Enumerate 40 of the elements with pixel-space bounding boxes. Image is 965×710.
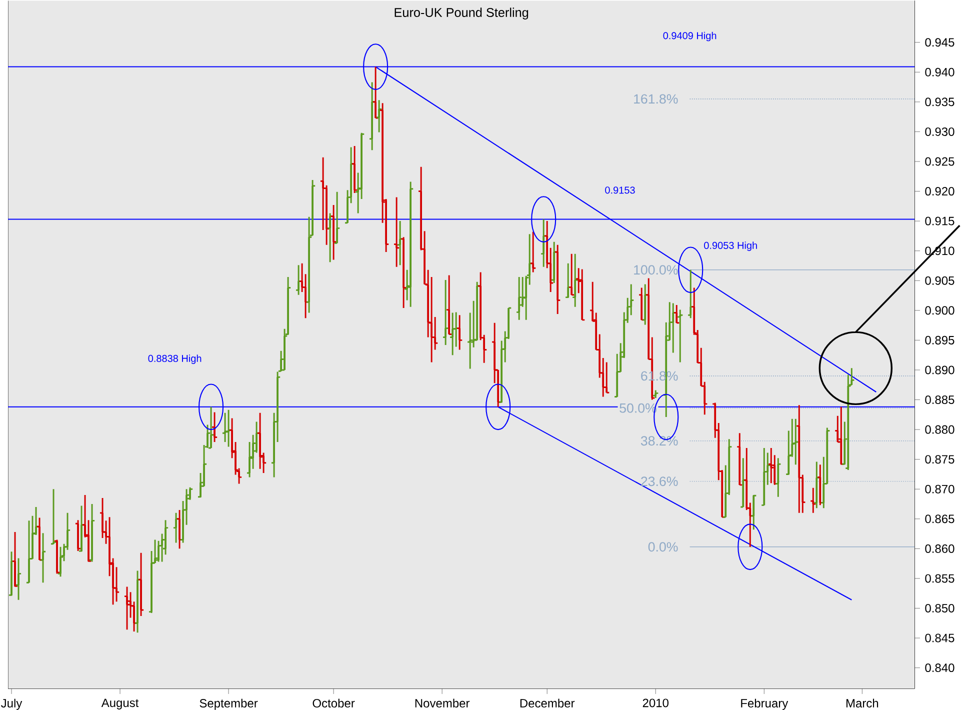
x-tick-label: November bbox=[415, 698, 470, 708]
text: Euro-UK Pound Sterling bbox=[394, 8, 528, 20]
y-tick-label: 0.920 bbox=[925, 187, 954, 196]
y-tick-label: 0.895 bbox=[925, 336, 954, 344]
y-tick-label: 0.875 bbox=[925, 455, 954, 464]
y-tick-label: 0.940 bbox=[925, 68, 954, 76]
x-tick-label: 2010 bbox=[642, 698, 668, 708]
x-tick-label: February bbox=[741, 698, 788, 710]
x-tick-label: August bbox=[101, 698, 139, 710]
y-tick-label: 0.870 bbox=[925, 484, 954, 494]
y-tick-label: 0.925 bbox=[925, 157, 954, 166]
y-tick-label: 0.935 bbox=[925, 98, 954, 106]
y-tick-label: 0.930 bbox=[925, 127, 954, 136]
x-tick-label: October bbox=[312, 698, 355, 708]
y-tick-label: 0.860 bbox=[925, 544, 954, 553]
annotation: 23.6% bbox=[641, 476, 678, 486]
x-tick-label: March bbox=[846, 698, 878, 708]
y-tick-label: 0.905 bbox=[925, 276, 954, 285]
x-tick-label: September bbox=[200, 698, 258, 710]
annotation: 0.9053 High bbox=[704, 242, 757, 251]
y-tick-label: 0.880 bbox=[925, 425, 954, 434]
y-tick-label: 0.840 bbox=[925, 664, 954, 672]
ref-line-label: 0.9153 bbox=[605, 186, 635, 194]
ref-line-label: 0.9409 High bbox=[663, 32, 716, 42]
y-tick-label: 0.900 bbox=[925, 306, 954, 315]
y-tick-label: 0.865 bbox=[925, 514, 954, 524]
ref-line-label: 0.8838 High bbox=[148, 354, 202, 364]
y-tick-label: 0.885 bbox=[925, 396, 954, 404]
annotation: 38.2% bbox=[640, 436, 678, 446]
x-tick-label: December bbox=[520, 698, 575, 708]
annotation: 0.0% bbox=[648, 542, 678, 552]
y-tick-label: 0.845 bbox=[925, 634, 954, 642]
y-tick-label: 0.855 bbox=[925, 574, 954, 583]
y-tick-label: 0.890 bbox=[925, 366, 954, 374]
annotation: 161.8% bbox=[634, 94, 678, 104]
x-tick-label: July bbox=[1, 698, 22, 710]
annotation: 100.0% bbox=[634, 265, 678, 275]
y-tick-label: 0.945 bbox=[925, 38, 954, 47]
y-tick-label: 0.915 bbox=[925, 216, 954, 226]
y-tick-label: 0.850 bbox=[925, 604, 954, 612]
